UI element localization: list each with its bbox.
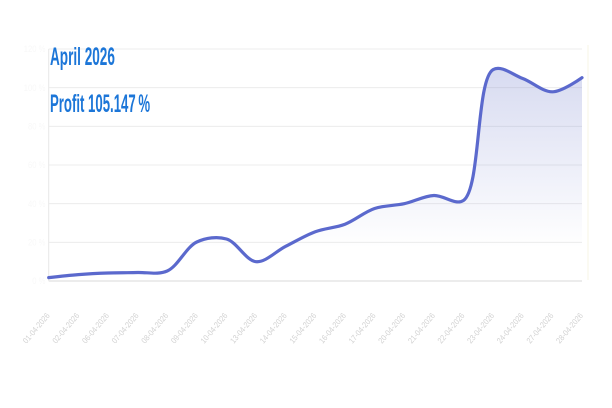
svg-text:100 %: 100 % (24, 82, 46, 93)
svg-text:20 %: 20 % (28, 237, 46, 248)
svg-text:120 %: 120 % (24, 44, 46, 55)
svg-text:0 %: 0 % (32, 276, 46, 287)
svg-text:60 %: 60 % (28, 160, 46, 171)
svg-text:40 %: 40 % (28, 198, 46, 209)
svg-text:80 %: 80 % (28, 121, 46, 132)
